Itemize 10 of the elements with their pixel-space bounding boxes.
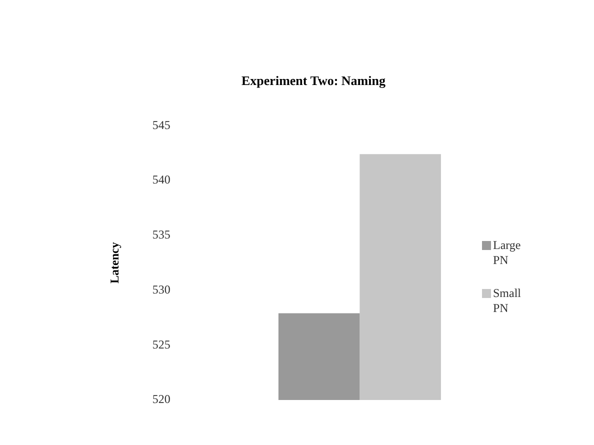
chart-title: Experiment Two: Naming [242, 73, 386, 88]
y-tick-label: 535 [152, 228, 170, 242]
legend-label: Large PN [493, 238, 522, 268]
y-tick-label: 525 [152, 337, 170, 352]
y-axis-title: Latency [107, 242, 122, 284]
y-tick-label: 520 [152, 392, 170, 406]
legend-label: Small PN [493, 286, 522, 316]
y-tick-label: 530 [152, 282, 170, 296]
y-tick-label: 540 [152, 172, 170, 187]
y-tick-label: 545 [152, 118, 170, 132]
